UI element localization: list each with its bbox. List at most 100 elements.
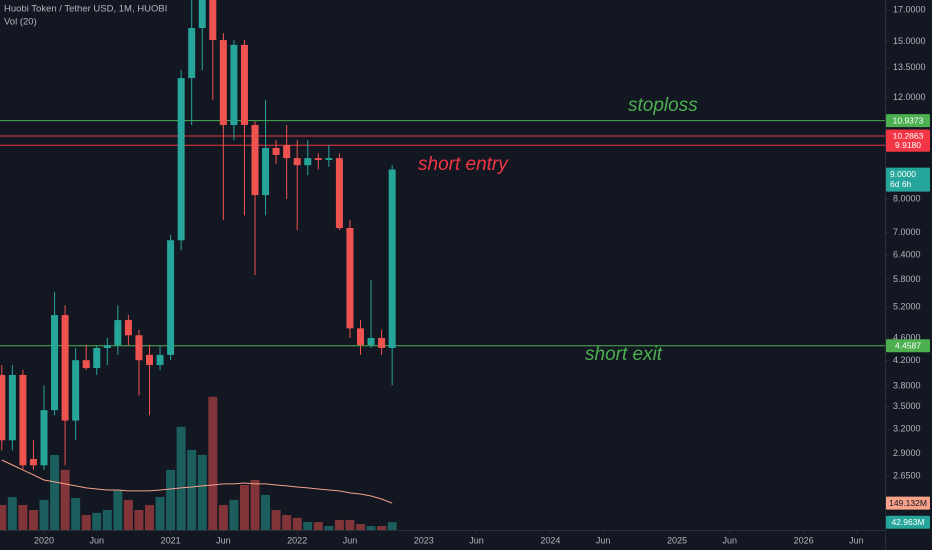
- candle-body: [293, 158, 301, 166]
- y-tick-label: 7.0000: [893, 227, 921, 237]
- y-tick-label: 5.2000: [893, 302, 921, 312]
- volume-ma-line: [1, 459, 393, 504]
- y-tick-label: 3.5000: [893, 401, 921, 411]
- candle-body: [146, 354, 153, 366]
- y-tick-label: 12.0000: [893, 92, 926, 102]
- volume-bar: [356, 524, 365, 530]
- volume-bar: [134, 510, 144, 530]
- price-line-label-bg: [886, 138, 930, 152]
- annotation: stoploss: [628, 95, 698, 116]
- volume-bar: [187, 449, 197, 530]
- volume-bar: [271, 510, 281, 530]
- volume-label-bg: [886, 515, 930, 529]
- volume-bar: [102, 510, 112, 530]
- volume-bar: [176, 426, 186, 530]
- x-tick-label: Jun: [596, 535, 611, 545]
- candle-body: [304, 158, 312, 166]
- volume-bar: [334, 519, 344, 530]
- volume-bar: [282, 515, 292, 530]
- y-tick-label: 2.9000: [893, 448, 921, 458]
- candle-body: [367, 337, 375, 346]
- x-tick-label: Jun: [343, 535, 358, 545]
- chart-title: Huobi Token / Tether USD, 1M, HUOBI: [4, 4, 167, 15]
- volume-bar: [197, 454, 207, 530]
- y-tick-label: 3.2000: [893, 423, 921, 433]
- countdown-label: 6d 6h: [890, 179, 912, 189]
- price-line-label-bg: [886, 114, 930, 128]
- volume-bar: [113, 490, 123, 530]
- volume-ma-label: 149.132M: [889, 498, 927, 508]
- candle-body: [251, 124, 259, 196]
- y-tick-label: 15.0000: [893, 36, 926, 46]
- candle-body: [283, 145, 291, 159]
- x-tick-label: Jun: [849, 535, 864, 545]
- candle-body: [8, 374, 16, 441]
- candle-body: [135, 335, 143, 361]
- x-tick-label: Jun: [469, 535, 484, 545]
- candle-body: [93, 347, 101, 369]
- volume-bar: [71, 497, 81, 530]
- volume-label: 42.963M: [891, 517, 924, 527]
- volume-bar: [18, 504, 28, 530]
- candle-body: [230, 44, 238, 125]
- volume-title: Vol (20): [4, 17, 37, 28]
- price-line-label: 10.2863: [893, 131, 924, 141]
- candle-body: [188, 28, 196, 79]
- volume-bar: [387, 522, 397, 530]
- last-price-bg: [886, 167, 930, 192]
- candle-body: [167, 240, 175, 355]
- volume-bar: [7, 497, 17, 530]
- x-tick-label: 2024: [540, 535, 560, 545]
- candle-body: [240, 44, 248, 125]
- volume-bar: [313, 522, 323, 530]
- volume-bar: [50, 454, 60, 530]
- candle-body: [114, 320, 122, 346]
- price-line-label: 4.4587: [895, 341, 921, 351]
- volume-bar: [345, 519, 355, 530]
- x-tick-label: Jun: [216, 535, 231, 545]
- volume-bar: [324, 526, 334, 530]
- volume-bar: [229, 499, 239, 530]
- volume-bar: [166, 469, 176, 530]
- volume-bar: [39, 499, 49, 530]
- y-tick-label: 2.6500: [893, 471, 921, 481]
- volume-bar: [377, 526, 387, 530]
- candle-body: [346, 228, 354, 329]
- volume-bar: [0, 504, 7, 530]
- volume-bar: [123, 499, 133, 530]
- y-tick-label: 4.6000: [893, 332, 921, 342]
- volume-bar: [81, 515, 91, 530]
- volume-bar: [60, 469, 70, 530]
- candle-body: [388, 169, 396, 348]
- candle-body: [19, 374, 27, 466]
- candle-body: [262, 147, 270, 196]
- x-tick-label: 2022: [287, 535, 307, 545]
- volume-bar: [303, 522, 313, 530]
- x-tick-label: 2021: [161, 535, 181, 545]
- annotation: short entry: [418, 154, 509, 175]
- volume-bar: [239, 485, 249, 530]
- x-tick-label: Jun: [722, 535, 737, 545]
- y-tick-label: 4.2000: [893, 355, 921, 365]
- y-tick-label: 5.8000: [893, 274, 921, 284]
- candle-body: [103, 345, 111, 348]
- y-tick-label: 17.0000: [893, 4, 926, 14]
- candle-body: [72, 360, 80, 421]
- y-tick-label: 8.0000: [893, 193, 921, 203]
- x-tick-label: 2023: [414, 535, 434, 545]
- price-line-label: 10.9373: [893, 115, 924, 125]
- volume-bar: [218, 504, 228, 530]
- candle-body: [378, 337, 386, 348]
- candle-body: [61, 315, 69, 421]
- candle-body: [357, 328, 364, 346]
- candle-body: [325, 158, 333, 160]
- overlay: 17.0000 15.0000 13.5000 12.0000 8.0000 7.0000…: [34, 4, 930, 545]
- candle-body: [272, 147, 280, 155]
- volume-bar: [292, 517, 302, 530]
- volume-ma-label-bg: [886, 496, 930, 510]
- candle-body: [156, 354, 164, 366]
- candle-body: [29, 458, 37, 466]
- candle-body: [177, 78, 185, 241]
